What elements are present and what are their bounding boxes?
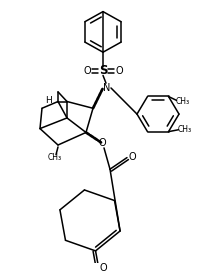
Text: CH₃: CH₃ bbox=[176, 97, 189, 106]
Text: CH₃: CH₃ bbox=[48, 153, 62, 162]
Text: N: N bbox=[103, 83, 111, 93]
Text: O: O bbox=[98, 138, 106, 148]
Text: O: O bbox=[115, 66, 123, 76]
Text: O: O bbox=[128, 152, 136, 162]
Text: S: S bbox=[99, 64, 107, 77]
Text: CH₃: CH₃ bbox=[177, 125, 191, 134]
Text: O: O bbox=[83, 66, 91, 76]
Text: H: H bbox=[46, 96, 52, 105]
Text: O: O bbox=[100, 263, 107, 272]
